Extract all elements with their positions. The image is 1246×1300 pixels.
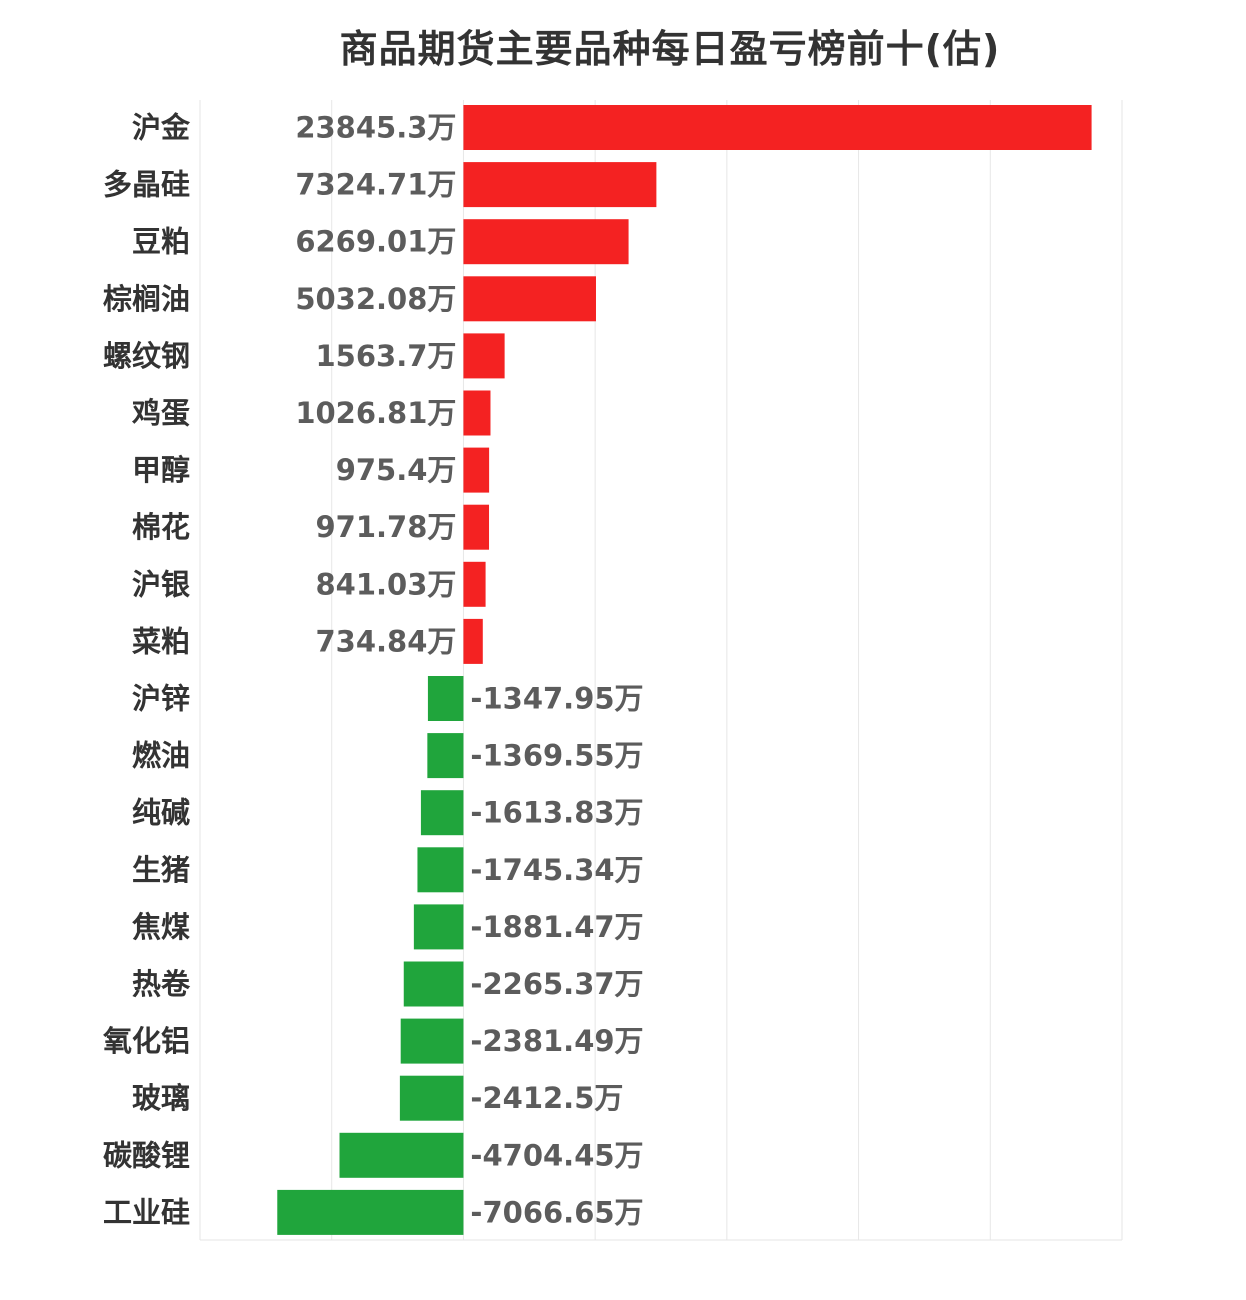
category-label: 沪锌 xyxy=(132,682,190,716)
category-label: 甲醇 xyxy=(132,453,190,487)
bar xyxy=(403,961,464,1007)
bar xyxy=(463,390,491,436)
bar xyxy=(463,276,596,322)
bar xyxy=(463,618,483,664)
bar xyxy=(463,447,490,493)
bars xyxy=(277,105,1092,1235)
data-label: 23845.3万 xyxy=(295,111,456,145)
data-label: -1347.95万 xyxy=(470,682,643,716)
data-label: 841.03万 xyxy=(316,567,457,601)
category-label: 沪金 xyxy=(132,111,191,145)
category-label: 玻璃 xyxy=(132,1081,190,1115)
data-label: 6269.01万 xyxy=(295,225,456,259)
bar xyxy=(339,1132,464,1178)
chart-title: 商品期货主要品种每日盈亏榜前十(估) xyxy=(339,27,1001,71)
bar xyxy=(417,847,464,893)
category-label: 棉花 xyxy=(132,510,190,544)
category-label: 生猪 xyxy=(132,853,190,887)
bar xyxy=(400,1018,464,1064)
bar xyxy=(463,105,1092,150)
data-label: -2381.49万 xyxy=(470,1024,643,1058)
category-label: 鸡蛋 xyxy=(132,396,190,430)
grid-lines xyxy=(199,100,1123,1241)
bar xyxy=(427,676,464,721)
data-label: -1613.83万 xyxy=(470,796,643,830)
bar xyxy=(399,1075,464,1121)
data-label: -2265.37万 xyxy=(470,967,643,1001)
data-label: 975.4万 xyxy=(336,453,457,487)
bar xyxy=(463,162,657,208)
category-label: 碳酸锂 xyxy=(103,1138,190,1172)
category-label: 氧化铝 xyxy=(102,1024,190,1058)
category-label: 纯碱 xyxy=(132,796,190,830)
bar xyxy=(463,561,486,607)
category-label: 沪银 xyxy=(132,567,190,601)
category-label: 热卷 xyxy=(132,967,191,1001)
bar xyxy=(413,904,464,950)
data-label: -1881.47万 xyxy=(470,910,643,944)
data-label: -1745.34万 xyxy=(470,853,643,887)
data-label: -2412.5万 xyxy=(470,1081,623,1115)
category-label: 螺纹钢 xyxy=(103,339,190,373)
category-label: 工业硅 xyxy=(103,1195,190,1229)
bar xyxy=(463,219,629,265)
category-label: 燃油 xyxy=(132,739,190,773)
bar xyxy=(427,733,464,779)
data-label: 734.84万 xyxy=(316,624,457,658)
data-label: 5032.08万 xyxy=(295,282,456,316)
category-label: 多晶硅 xyxy=(103,168,190,202)
data-label: 1563.7万 xyxy=(316,339,457,373)
category-label: 棕榈油 xyxy=(103,282,190,316)
data-label: 7324.71万 xyxy=(295,168,456,202)
data-label: 1026.81万 xyxy=(295,396,456,430)
bar xyxy=(420,790,464,836)
bar xyxy=(277,1189,464,1235)
category-label: 豆粕 xyxy=(132,225,190,259)
bar xyxy=(463,333,505,379)
bar xyxy=(463,504,490,550)
category-label: 菜粕 xyxy=(132,624,190,658)
data-label: -4704.45万 xyxy=(470,1138,643,1172)
data-label: -1369.55万 xyxy=(470,739,643,773)
data-label: -7066.65万 xyxy=(470,1195,643,1229)
data-label: 971.78万 xyxy=(316,510,457,544)
category-label: 焦煤 xyxy=(132,910,190,944)
